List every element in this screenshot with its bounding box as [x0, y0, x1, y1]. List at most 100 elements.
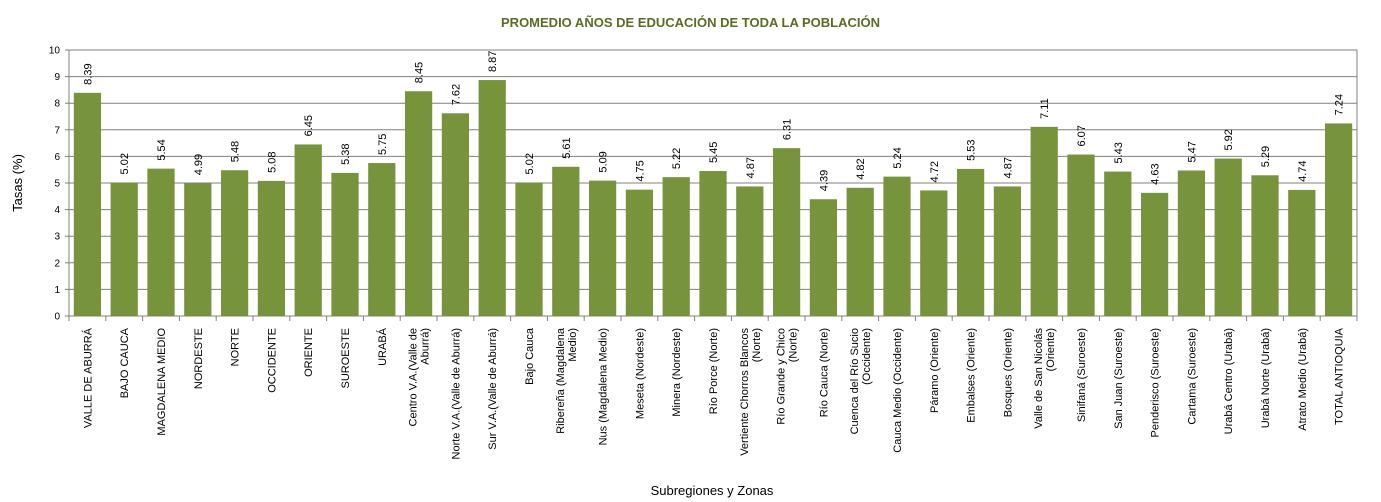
data-label: 6.07 [1076, 125, 1088, 146]
data-label: 5.45 [708, 142, 720, 163]
y-axis-ticks: 0 1 2 3 4 5 6 7 8 9 10 [49, 46, 69, 323]
bar [662, 177, 690, 316]
y-tick-label: 9 [54, 72, 60, 83]
data-label: 8.39 [82, 63, 94, 84]
category-label: (Oriente) [1045, 328, 1057, 371]
bar [368, 163, 396, 316]
bar [1288, 189, 1316, 316]
category-label: Río Porce (Norte) [708, 328, 720, 414]
bar [184, 183, 212, 316]
y-tick-label: 7 [54, 125, 60, 136]
category-label: Cauca Medio (Occidente) [892, 328, 904, 453]
data-label: 5.22 [671, 148, 683, 169]
bar [772, 148, 801, 316]
category-label: Penderisco (Suroeste) [1150, 328, 1162, 437]
bar [1104, 171, 1132, 316]
category-label: VALLE DE ABURRÁ [81, 327, 94, 428]
bar [1251, 175, 1279, 316]
bar [588, 180, 617, 316]
y-axis-label: Tasas (%) [10, 154, 25, 212]
bar [147, 168, 175, 316]
category-label: Bosques (Oriente) [1002, 328, 1014, 417]
category-label: Norte V.A.(Valle de Aburrá) [450, 328, 462, 459]
data-labels: 8.39 5.02 5.54 4.99 5.48 5.08 6.45 5.38 5.75 8.45… [82, 51, 1345, 192]
bar [331, 172, 359, 316]
bar [404, 91, 433, 316]
bar [846, 187, 874, 316]
data-label: 4.87 [1002, 157, 1014, 178]
bar [1030, 126, 1058, 317]
data-label: 5.53 [966, 139, 978, 160]
data-label: 5.54 [156, 139, 168, 160]
bar [257, 180, 286, 316]
y-tick-label: 0 [54, 312, 60, 323]
data-label: 5.24 [892, 147, 904, 168]
category-label: Ribereña (Magdalena [555, 327, 567, 434]
y-tick-label: 6 [54, 152, 60, 163]
bar [552, 166, 580, 316]
category-label: Río Cauca (Norte) [818, 328, 830, 417]
category-label: TOTAL ANTIOQUIA [1334, 327, 1346, 425]
data-label: 4.63 [1150, 163, 1162, 184]
y-tick-label: 1 [54, 285, 60, 296]
category-label: (Occidente) [861, 328, 873, 385]
bar [73, 92, 102, 317]
data-label: 4.39 [818, 170, 830, 191]
category-label: Meseta (Nordeste) [634, 328, 646, 419]
data-label: 4.74 [1297, 160, 1309, 181]
data-label: 5.48 [230, 141, 242, 162]
data-label: 5.92 [1223, 129, 1235, 150]
category-label: Aburrá) [420, 328, 432, 365]
category-label: Bajo Cauca [524, 327, 536, 385]
data-label: 7.24 [1334, 94, 1346, 115]
bar [1067, 154, 1095, 316]
data-label: 5.43 [1113, 142, 1125, 163]
category-label: Sinifaná (Suroeste) [1076, 328, 1088, 422]
data-label: 5.38 [340, 143, 352, 164]
data-label: 6.31 [782, 119, 794, 140]
data-label: 4.72 [929, 161, 941, 182]
category-label: Minera (Nordeste) [671, 328, 683, 417]
category-label: Valle de San Nicolás [1033, 328, 1045, 429]
x-axis-label: Subregiones y Zonas [651, 483, 774, 498]
data-label: 5.09 [598, 151, 610, 172]
category-label: Vertiente Chorros Blancos [739, 328, 751, 456]
category-label: NORTE [230, 328, 242, 366]
data-label: 7.11 [1039, 98, 1051, 119]
bar [736, 186, 764, 316]
y-tick-label: 5 [54, 179, 60, 190]
data-label: 5.61 [561, 137, 573, 158]
category-label: BAJO CAUCA [119, 327, 131, 398]
y-tick-label: 4 [54, 205, 60, 216]
bar [1214, 158, 1242, 316]
data-label: 5.29 [1260, 146, 1272, 167]
category-label: (Norte) [788, 328, 800, 362]
bar [1324, 123, 1353, 316]
bar [956, 168, 985, 316]
bar [883, 176, 911, 316]
bar [515, 182, 543, 316]
bars [73, 80, 1353, 317]
data-label: 6.45 [303, 115, 315, 136]
bar [220, 170, 249, 316]
data-label: 8.45 [414, 62, 426, 83]
data-label: 5.02 [119, 153, 131, 174]
bar [110, 182, 138, 316]
category-label: SUROESTE [340, 328, 352, 389]
bar [1177, 170, 1206, 316]
category-label: URABÁ [376, 327, 389, 366]
category-label: MAGDALENA MEDIO [156, 328, 168, 436]
y-tick-label: 2 [54, 258, 60, 269]
category-label: Páramo (Oriente) [929, 328, 941, 413]
category-label: San Juan (Suroeste) [1113, 328, 1125, 429]
category-label: OCCIDENTE [266, 328, 278, 393]
bar [478, 80, 506, 316]
category-label: Medio) [567, 328, 579, 362]
bar [699, 171, 727, 316]
data-label: 5.75 [377, 134, 389, 155]
data-label: 7.62 [450, 84, 462, 105]
bar [993, 186, 1022, 316]
category-label: NORDESTE [193, 328, 205, 389]
category-label: Embalses (Oriente) [966, 328, 978, 423]
